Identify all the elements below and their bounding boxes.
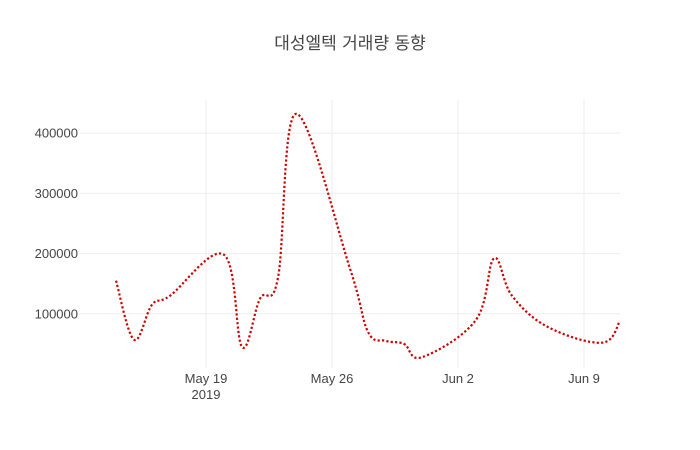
- data-point[interactable]: [220, 251, 228, 259]
- data-point[interactable]: [382, 337, 390, 345]
- x-tick-label: Jun 2: [442, 371, 474, 386]
- y-axis-ticks: 100000 200000 300000 400000: [35, 126, 78, 322]
- data-point[interactable]: [544, 323, 552, 331]
- data-point[interactable]: [598, 339, 606, 347]
- x-tick-sublabel: 2019: [192, 387, 221, 402]
- series-layer: [112, 110, 624, 361]
- data-point[interactable]: [508, 292, 516, 300]
- data-point[interactable]: [112, 277, 120, 285]
- data-point[interactable]: [418, 353, 426, 361]
- data-point[interactable]: [166, 292, 174, 300]
- data-point[interactable]: [616, 317, 624, 325]
- data-point[interactable]: [490, 254, 498, 262]
- y-gridlines: [80, 132, 620, 315]
- data-point[interactable]: [400, 340, 408, 348]
- y-tick-label: 100000: [35, 306, 78, 321]
- data-point[interactable]: [472, 316, 480, 324]
- y-tick-label: 400000: [35, 126, 78, 141]
- y-tick-label: 200000: [35, 246, 78, 261]
- chart-title: 대성엘텍 거래량 동향: [274, 34, 426, 54]
- data-point[interactable]: [238, 343, 246, 351]
- x-tick-label: Jun 9: [568, 371, 600, 386]
- x-tick-label: May 19: [185, 371, 228, 386]
- data-point[interactable]: [364, 328, 372, 336]
- data-point[interactable]: [292, 110, 300, 118]
- y-tick-label: 300000: [35, 186, 78, 201]
- x-gridlines: [205, 100, 585, 368]
- data-point[interactable]: [274, 274, 282, 282]
- series-line: [114, 112, 621, 360]
- data-point[interactable]: [130, 336, 138, 344]
- data-point[interactable]: [346, 265, 354, 273]
- data-point[interactable]: [148, 301, 156, 309]
- data-point[interactable]: [256, 295, 264, 303]
- x-tick-label: May 26: [311, 371, 354, 386]
